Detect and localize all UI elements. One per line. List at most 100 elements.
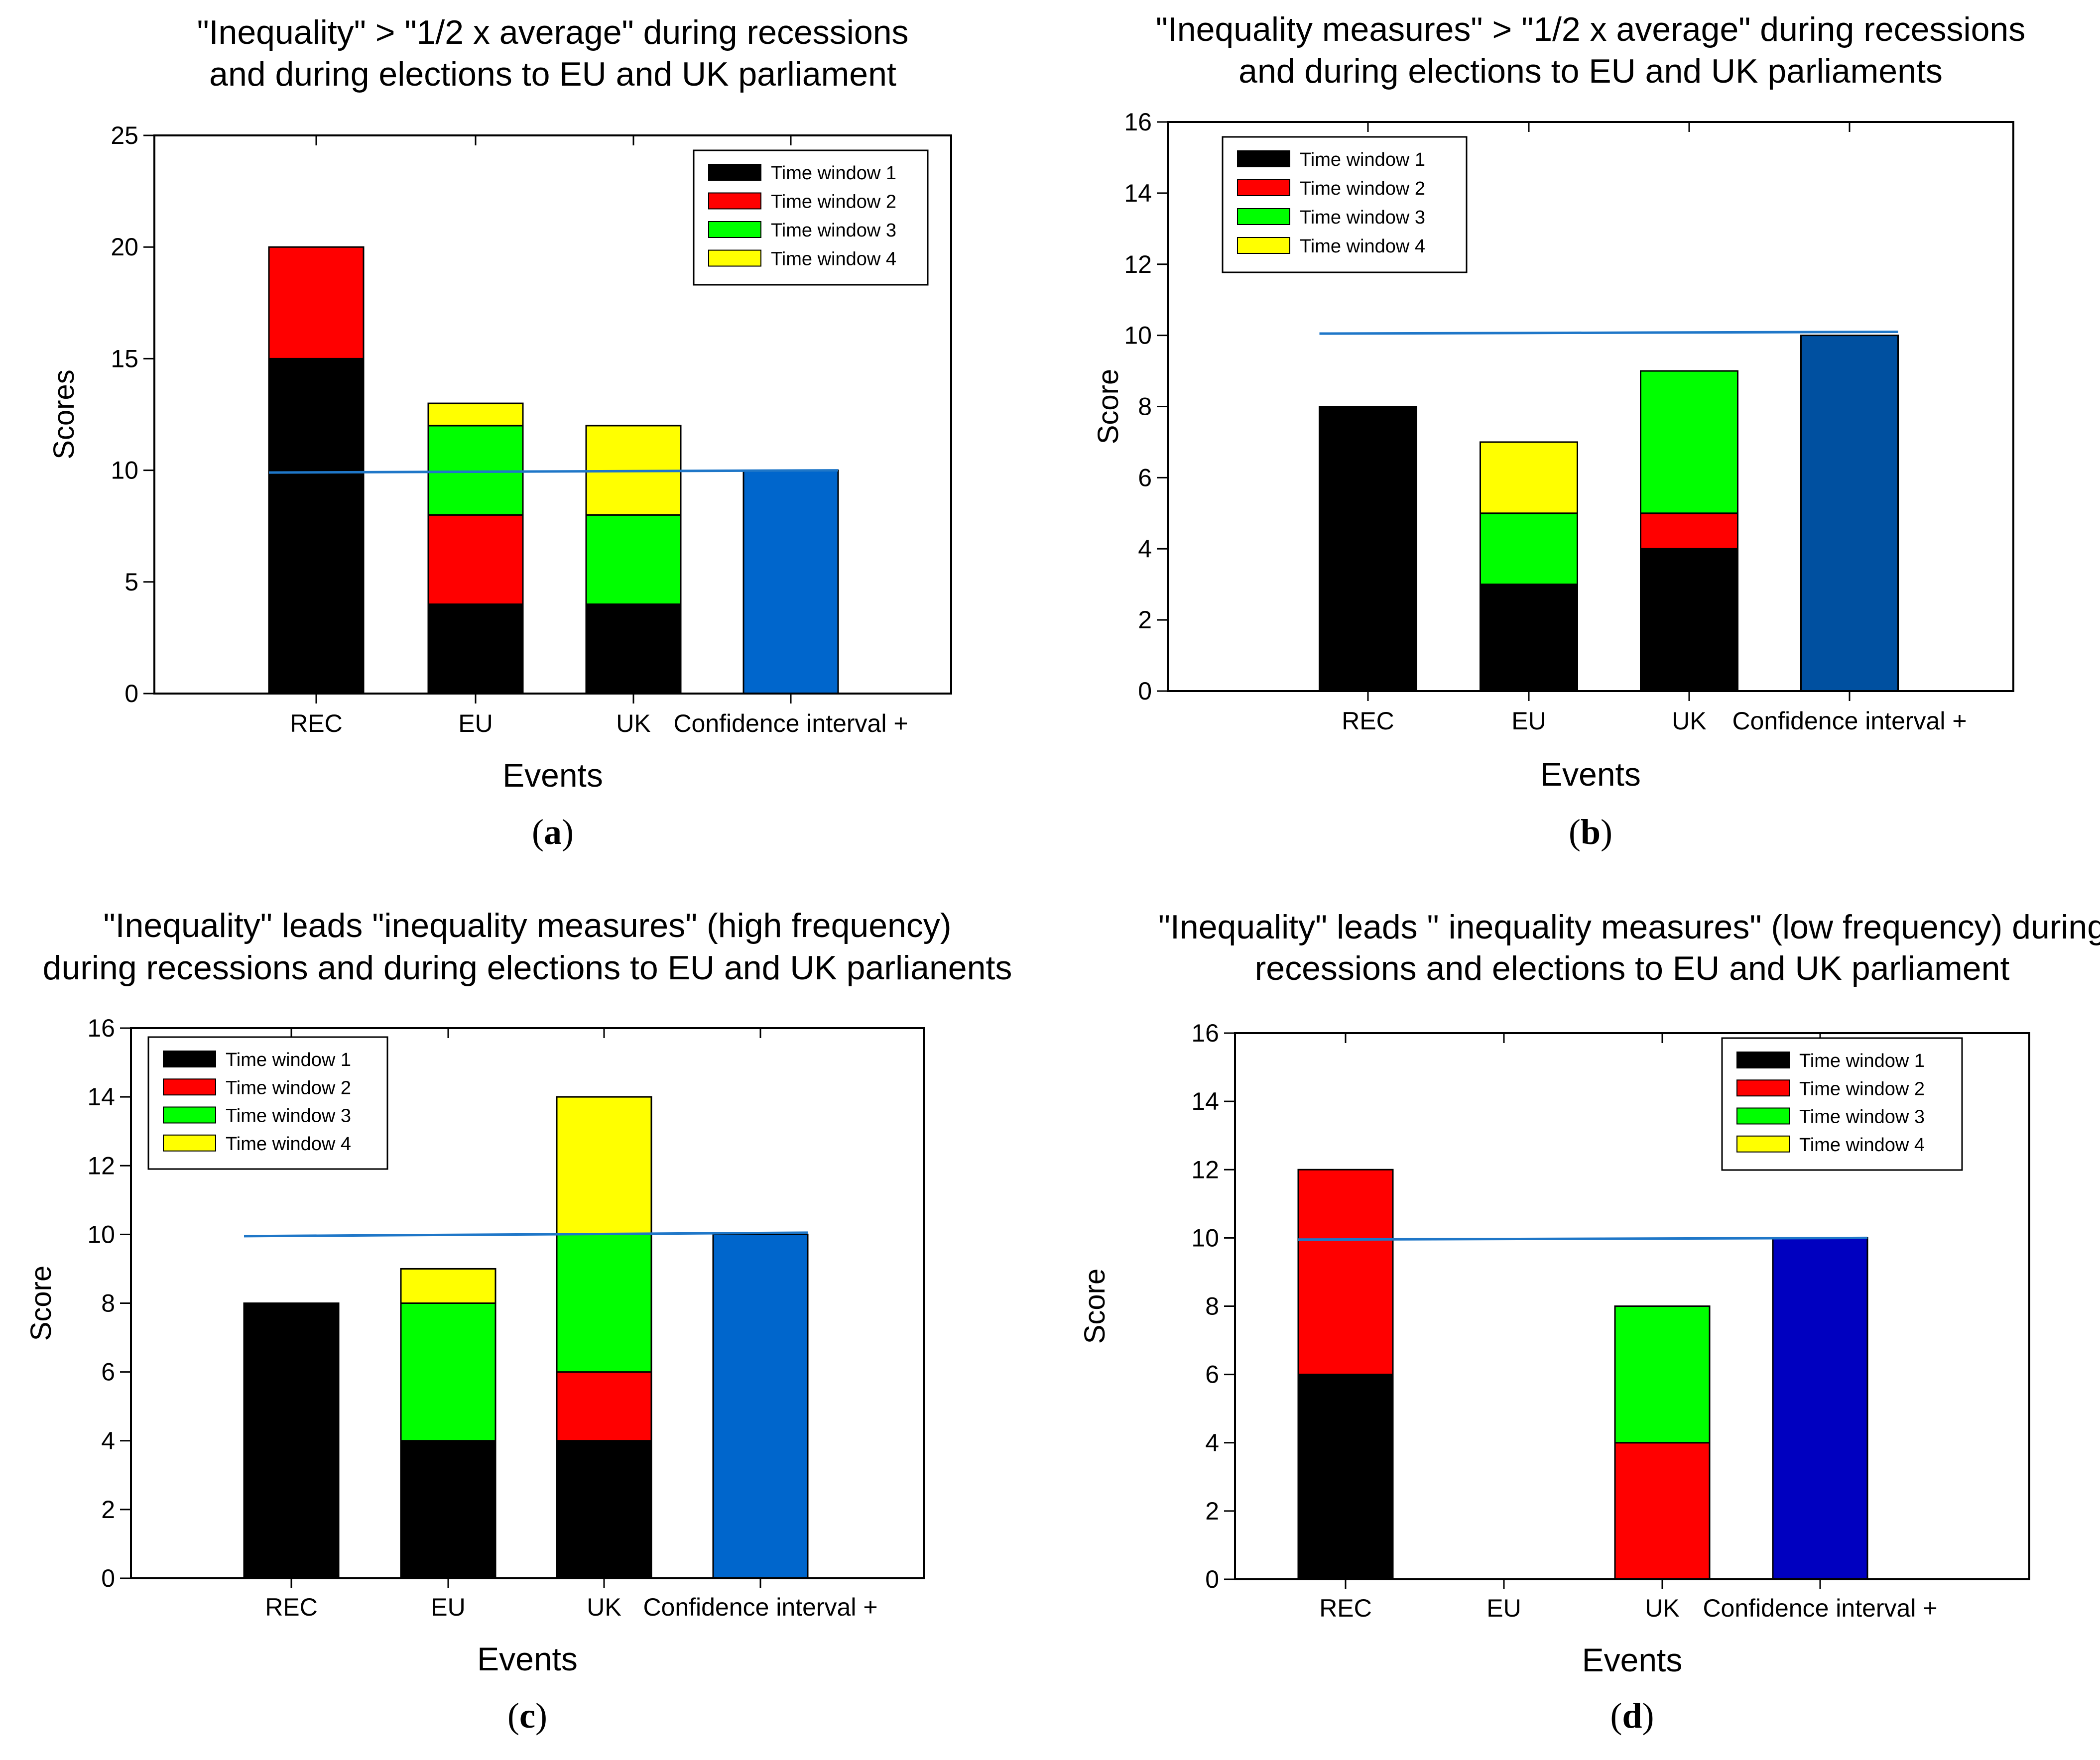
x-category-label: REC [290, 709, 343, 737]
bar-segment-eu-tw1 [400, 1440, 496, 1579]
x-category-label: REC [265, 1593, 318, 1621]
chart-title-line: recessions and elections to EU and UK pa… [1255, 949, 2010, 987]
y-axis-label: Score [25, 1266, 57, 1341]
legend-label: Time window 2 [1300, 178, 1425, 199]
y-tick-label: 16 [1124, 108, 1152, 136]
bar-segment-uk-tw2 [1614, 1442, 1711, 1580]
bar-segment-uk-tw3 [1614, 1305, 1711, 1444]
y-tick-label: 12 [1191, 1156, 1219, 1183]
y-tick-label: 0 [124, 680, 138, 707]
bar-segment-uk-tw3 [556, 1233, 652, 1373]
legend-swatch [163, 1134, 216, 1152]
y-tick-label: 5 [124, 568, 138, 596]
bar-segment-eu-tw4 [427, 402, 524, 427]
y-tick-label: 15 [111, 345, 138, 372]
legend-swatch [1736, 1052, 1790, 1068]
bar-segment-rec-tw1 [1297, 1374, 1394, 1580]
bar-confidence-interval [1800, 335, 1899, 692]
bar-segment-uk-tw2 [1640, 512, 1738, 550]
legend-label: Time window 3 [771, 220, 896, 241]
bar-confidence-interval [1772, 1237, 1868, 1580]
reference-line [268, 469, 839, 474]
y-tick-label: 2 [1138, 606, 1152, 634]
bar-segment-uk-tw3 [585, 514, 682, 605]
y-tick-label: 2 [1205, 1497, 1219, 1525]
y-tick-label: 12 [87, 1152, 115, 1179]
bar-confidence-interval [712, 1233, 809, 1579]
legend: Time window 1 Time window 2 Time window 3 T… [1721, 1037, 1963, 1171]
y-tick-label: 10 [111, 457, 138, 484]
chart-panel-b: "Inequality measures" > "1/2 x average" … [1092, 10, 2025, 852]
legend: Time window 1 Time window 2 Time window 3 T… [147, 1036, 388, 1170]
y-tick-label: 6 [1138, 464, 1152, 491]
bar-segment-uk-tw4 [556, 1096, 652, 1235]
legend-swatch [1237, 150, 1290, 167]
x-axis-label: Events [1582, 1642, 1683, 1678]
x-category-label: Confidence interval + [643, 1593, 877, 1621]
y-tick-label: 6 [101, 1358, 115, 1386]
bar-segment-eu-tw2 [427, 514, 524, 605]
chart-title-line: during recessions and during elections t… [43, 949, 1012, 987]
legend-swatch [163, 1078, 216, 1096]
chart-title-line: "Inequality measures" > "1/2 x average" … [1156, 10, 2025, 48]
legend-label: Time window 3 [226, 1106, 351, 1127]
legend-label: Time window 2 [226, 1077, 351, 1098]
y-tick-label: 10 [87, 1220, 115, 1248]
legend: Time window 1 Time window 2 Time window 3 T… [1222, 136, 1468, 273]
y-tick-label: 0 [1138, 677, 1152, 705]
y-tick-label: 16 [1191, 1019, 1219, 1047]
y-tick-label: 2 [101, 1496, 115, 1524]
y-tick-label: 6 [1205, 1361, 1219, 1389]
legend: Time window 1 Time window 2 Time window 3 T… [693, 149, 929, 286]
legend-swatch [1736, 1079, 1790, 1097]
bar-segment-uk-tw1 [1640, 548, 1738, 692]
reference-line [244, 1231, 808, 1238]
x-category-label: EU [431, 1593, 465, 1621]
x-axis-label: Events [1540, 756, 1641, 793]
bar-segment-eu-tw1 [1480, 584, 1578, 692]
bar-confidence-interval [742, 469, 839, 695]
y-tick-label: 10 [1191, 1224, 1219, 1252]
panel-label: (d) [1610, 1696, 1654, 1736]
y-axis-label: Scores [48, 369, 80, 460]
bar-segment-eu-tw3 [1480, 512, 1578, 586]
bar-segment-uk-tw1 [585, 603, 682, 695]
plot-frame [1234, 1032, 2030, 1580]
y-tick-label: 8 [1138, 393, 1152, 421]
x-category-label: Confidence interval + [1703, 1594, 1937, 1622]
panel-label: (c) [507, 1696, 547, 1736]
legend-label: Time window 4 [771, 249, 896, 270]
reference-line [1319, 330, 1898, 335]
legend-swatch [708, 249, 761, 267]
x-category-label: Confidence interval + [1732, 707, 1967, 735]
legend-label: Time window 1 [771, 163, 896, 184]
y-tick-label: 14 [87, 1083, 115, 1111]
plot-frame [130, 1027, 925, 1579]
bar-segment-eu-tw4 [400, 1268, 496, 1304]
bar-segment-eu-tw3 [427, 425, 524, 516]
bar-segment-rec-tw1 [243, 1302, 340, 1579]
y-tick-label: 8 [101, 1290, 115, 1317]
legend-label: Time window 3 [1799, 1107, 1925, 1128]
chart-panel-d: "Inequality" leads " inequality measures… [1079, 908, 2100, 1736]
y-tick-label: 0 [101, 1564, 115, 1592]
legend-swatch [1736, 1135, 1790, 1153]
x-category-label: UK [587, 1593, 621, 1621]
bar-segment-uk-tw3 [1640, 370, 1738, 514]
bar-segment-rec-tw1 [268, 357, 365, 695]
chart-title-line: and during elections to EU and UK parlia… [209, 55, 896, 93]
chart-title-line: "Inequality" > "1/2 x average" during re… [197, 13, 908, 51]
y-tick-label: 20 [111, 233, 138, 261]
x-category-label: EU [1511, 707, 1546, 735]
legend-label: Time window 3 [1300, 207, 1425, 228]
legend-swatch [1237, 179, 1290, 196]
legend-swatch [708, 221, 761, 238]
y-tick-label: 14 [1191, 1087, 1219, 1115]
panel-label: (b) [1569, 812, 1612, 852]
chart-title-line: "Inequality" leads " inequality measures… [1158, 908, 2100, 946]
legend-swatch [1237, 237, 1290, 254]
bar-segment-rec-tw1 [1319, 406, 1417, 692]
y-tick-label: 0 [1205, 1565, 1219, 1593]
legend-label: Time window 4 [1300, 236, 1425, 257]
